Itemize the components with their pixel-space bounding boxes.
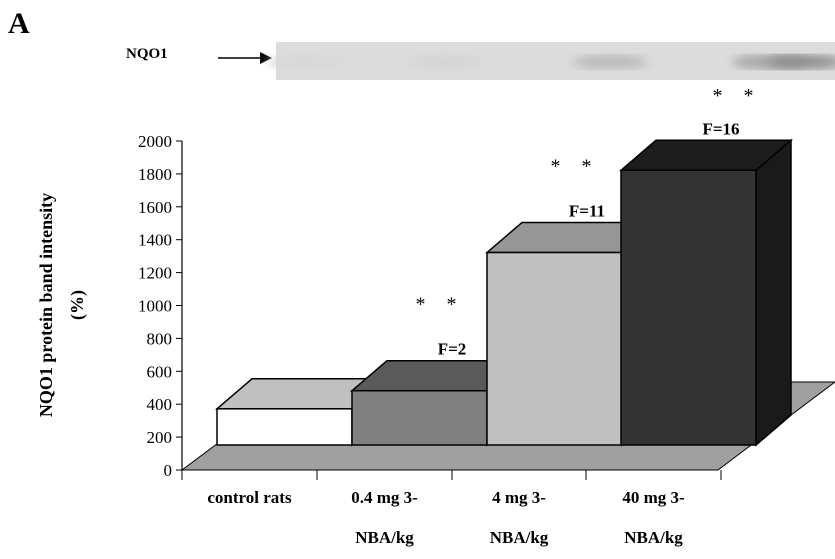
bar-chart: 0 200 400 600 800 1000 1200 1400 1600 1800 2000 F=…	[138, 119, 835, 547]
blot-band	[572, 55, 648, 69]
bar-front-face	[620, 169, 757, 446]
bar-value-label: F=16	[702, 119, 739, 138]
y-tick-label: 2000	[138, 132, 172, 151]
bar-front-face	[216, 408, 353, 446]
y-tick-label: 1400	[138, 231, 172, 250]
bar-side-face	[755, 138, 792, 447]
y-tick-label: 0	[164, 461, 173, 480]
y-tick-label: 600	[147, 362, 173, 381]
blot-band	[407, 55, 483, 69]
significance-asterisks: * *	[416, 294, 465, 316]
blot-band	[267, 55, 343, 69]
panel-letter: A	[8, 7, 30, 40]
y-tick-label: 800	[147, 329, 173, 348]
bar	[618, 138, 794, 447]
x-category-label: control rats	[207, 488, 292, 507]
y-axis-title: NQO1 protein band intensity	[36, 193, 56, 417]
y-tick-label: 1600	[138, 198, 172, 217]
bar-value-label: F=11	[569, 202, 605, 221]
significance-asterisks: * *	[551, 156, 600, 178]
x-category-label: 0.4 mg 3-	[351, 488, 418, 507]
y-tick-label: 1200	[138, 264, 172, 283]
y-axis-unit: (%)	[67, 290, 88, 320]
x-category-label: NBA/kg	[490, 528, 549, 547]
western-blot-image	[267, 42, 835, 80]
x-category-label: NBA/kg	[624, 528, 683, 547]
y-tick-label: 1000	[138, 297, 172, 316]
blot-significance-asterisks: * *	[713, 85, 762, 107]
bar-value-label: F=2	[438, 340, 467, 359]
y-tick-label: 1800	[138, 165, 172, 184]
x-category-label: 4 mg 3-	[492, 488, 546, 507]
bar-front-face	[351, 389, 488, 446]
bar-front-face	[486, 251, 623, 446]
blot-arrow	[218, 52, 272, 64]
x-category-label: 40 mg 3-	[622, 488, 685, 507]
blot-label: NQO1	[126, 46, 168, 62]
y-tick-label: 200	[147, 428, 173, 447]
x-category-label: NBA/kg	[355, 528, 414, 547]
y-axis: 0 200 400 600 800 1000 1200 1400 1600 1800 2000	[138, 132, 183, 480]
y-tick-label: 400	[147, 395, 173, 414]
blot-band	[767, 55, 835, 69]
